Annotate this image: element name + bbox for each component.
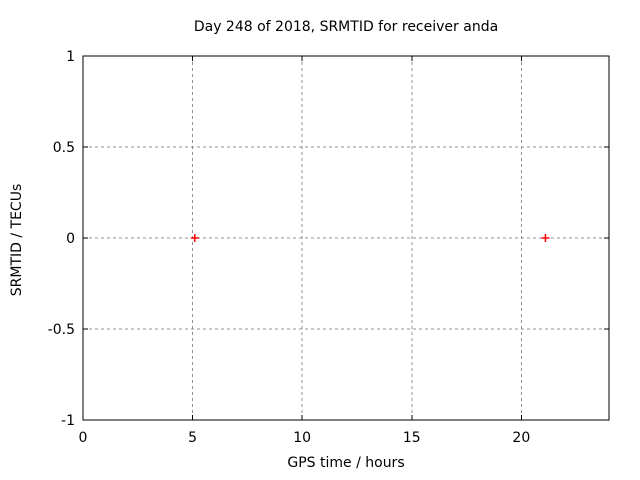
x-tick-label: 0 <box>79 430 88 446</box>
y-tick-label: 0.5 <box>53 140 75 156</box>
x-tick-label: 10 <box>293 430 311 446</box>
x-axis-label: GPS time / hours <box>287 455 405 471</box>
x-tick-label: 15 <box>403 430 421 446</box>
y-tick-label: 1 <box>66 49 75 65</box>
y-tick-label: 0 <box>66 231 75 247</box>
y-tick-label: -0.5 <box>48 322 75 338</box>
y-tick-label: -1 <box>61 413 75 429</box>
y-axis-label: SRMTID / TECUs <box>9 183 25 297</box>
x-tick-label: 20 <box>512 430 530 446</box>
chart-title: Day 248 of 2018, SRMTID for receiver and… <box>193 19 499 35</box>
x-tick-label: 5 <box>188 430 197 446</box>
